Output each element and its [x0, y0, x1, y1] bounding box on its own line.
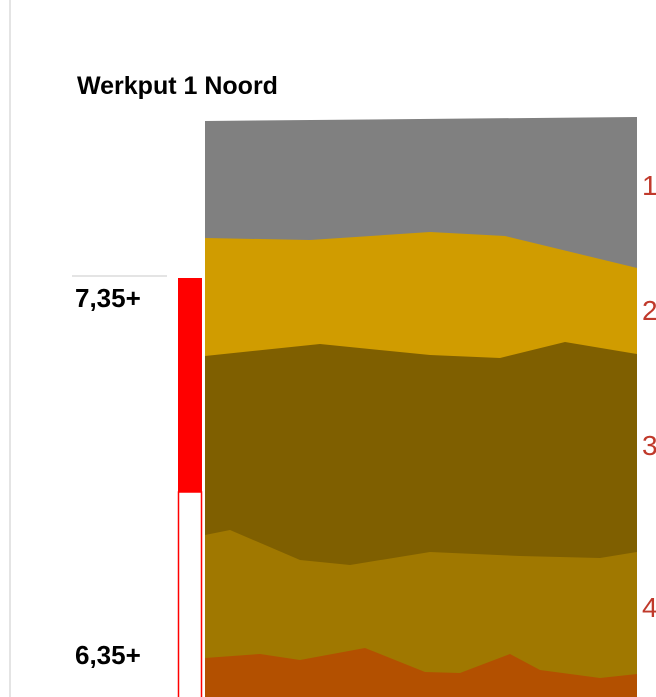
title: Werkput 1 Noord	[77, 72, 278, 100]
page: Werkput 1 Noord 7,35+ 6,35+ 1 2 3 4 (() …	[0, 0, 656, 697]
scale-bar-white	[179, 492, 202, 697]
layer-number: 3	[642, 430, 656, 461]
level-label: 7,35+	[75, 283, 141, 313]
layer-3	[205, 340, 637, 565]
layer-number: 2	[642, 295, 656, 326]
section-drawing: Werkput 1 Noord 7,35+ 6,35+ 1 2 3 4	[0, 0, 656, 697]
scale-bar-red	[178, 278, 202, 492]
layer-number: 4	[642, 592, 656, 623]
layer-number: 1	[642, 170, 656, 201]
level-label: 6,35+	[75, 640, 141, 670]
